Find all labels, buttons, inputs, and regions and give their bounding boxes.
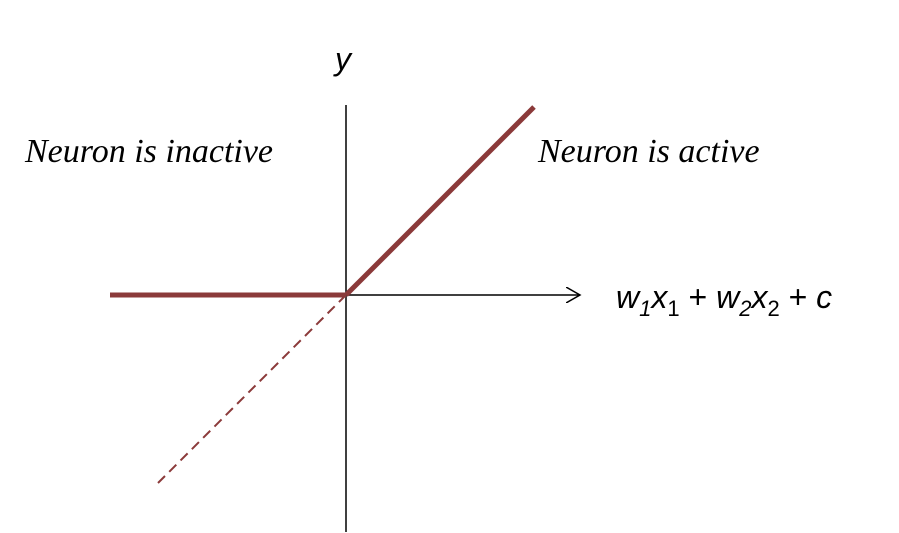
expr-x1-subscript: 1 bbox=[667, 296, 679, 321]
expr-w1: w bbox=[616, 279, 641, 315]
inactive-region-label: Neuron is inactive bbox=[24, 133, 273, 170]
expr-w2-subscript: 2 bbox=[738, 296, 751, 321]
expr-x1: x bbox=[649, 279, 668, 315]
relu-active-segment bbox=[344, 105, 536, 297]
active-region-label: Neuron is active bbox=[537, 133, 760, 170]
linear-extension-dashed bbox=[157, 294, 347, 484]
x-axis-expression: w1x1 + w2x2 + c bbox=[616, 279, 832, 321]
expr-plus-1: + bbox=[680, 279, 716, 315]
expr-x2: x bbox=[749, 279, 768, 315]
expr-c: c bbox=[816, 279, 832, 315]
y-axis-label: y bbox=[333, 41, 353, 77]
expr-w1-subscript: 1 bbox=[639, 296, 651, 321]
expr-x2-subscript: 2 bbox=[767, 296, 779, 321]
expr-plus-2: + bbox=[780, 279, 816, 315]
expr-w2: w bbox=[716, 279, 741, 315]
